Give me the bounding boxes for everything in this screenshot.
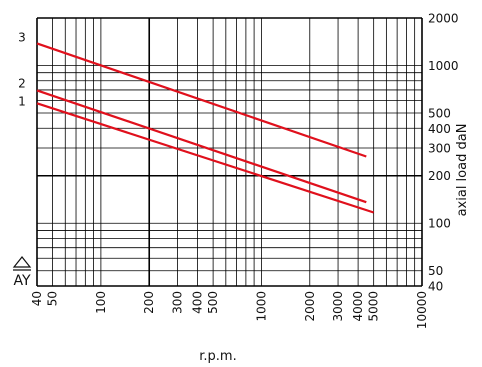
y-tick-label: 1000 [428, 59, 459, 73]
series-label-1: 1 [18, 94, 26, 108]
ay-label: AY [13, 273, 30, 289]
x-tick-label: 300 [171, 291, 185, 314]
x-tick-label: 2000 [303, 291, 317, 322]
x-tick-label: 400 [191, 291, 205, 314]
y-tick-label: 100 [428, 217, 451, 231]
x-axis-title: r.p.m. [199, 349, 236, 364]
series-labels: 1 2 3 [18, 30, 26, 108]
y-axis-title: axial load daN [455, 124, 470, 217]
x-tick-label: 40 [30, 291, 44, 306]
series-label-3: 3 [18, 30, 26, 44]
x-tick-labels: 40 50 100 200 300 400 500 1000 2000 3000 4000 5000 1… [30, 291, 429, 329]
triangle-icon [12, 256, 32, 268]
x-tick-label: 100 [94, 291, 108, 314]
y-tick-labels: 40 50 100 200 300 400 500 1000 2000 [428, 12, 459, 294]
x-tick-label: 1000 [254, 291, 268, 322]
x-tick-label: 50 [46, 291, 60, 306]
y-tick-label: 300 [428, 141, 451, 155]
y-tick-label: 500 [428, 106, 451, 120]
grid-minor [37, 18, 422, 286]
series-line-1 [36, 102, 375, 214]
x-tick-label: 4000 [351, 291, 365, 322]
x-tick-label: 500 [206, 291, 220, 314]
x-tick-label: 5000 [367, 291, 381, 322]
grid-major [36, 17, 423, 287]
series-layer [36, 42, 375, 214]
series-line-2 [36, 89, 367, 204]
y-tick-label: 2000 [428, 12, 459, 26]
series-label-2: 2 [18, 76, 26, 90]
y-tick-label: 40 [428, 280, 443, 294]
y-tick-label: 200 [428, 169, 451, 183]
y-tick-label: 50 [428, 264, 443, 278]
x-tick-label: 3000 [331, 291, 345, 322]
y-tick-label: 400 [428, 122, 451, 136]
x-tick-label: 200 [142, 291, 156, 314]
x-tick-label: 10000 [415, 291, 429, 329]
series-line-3 [36, 42, 367, 158]
ay-marker: AY [12, 256, 32, 289]
